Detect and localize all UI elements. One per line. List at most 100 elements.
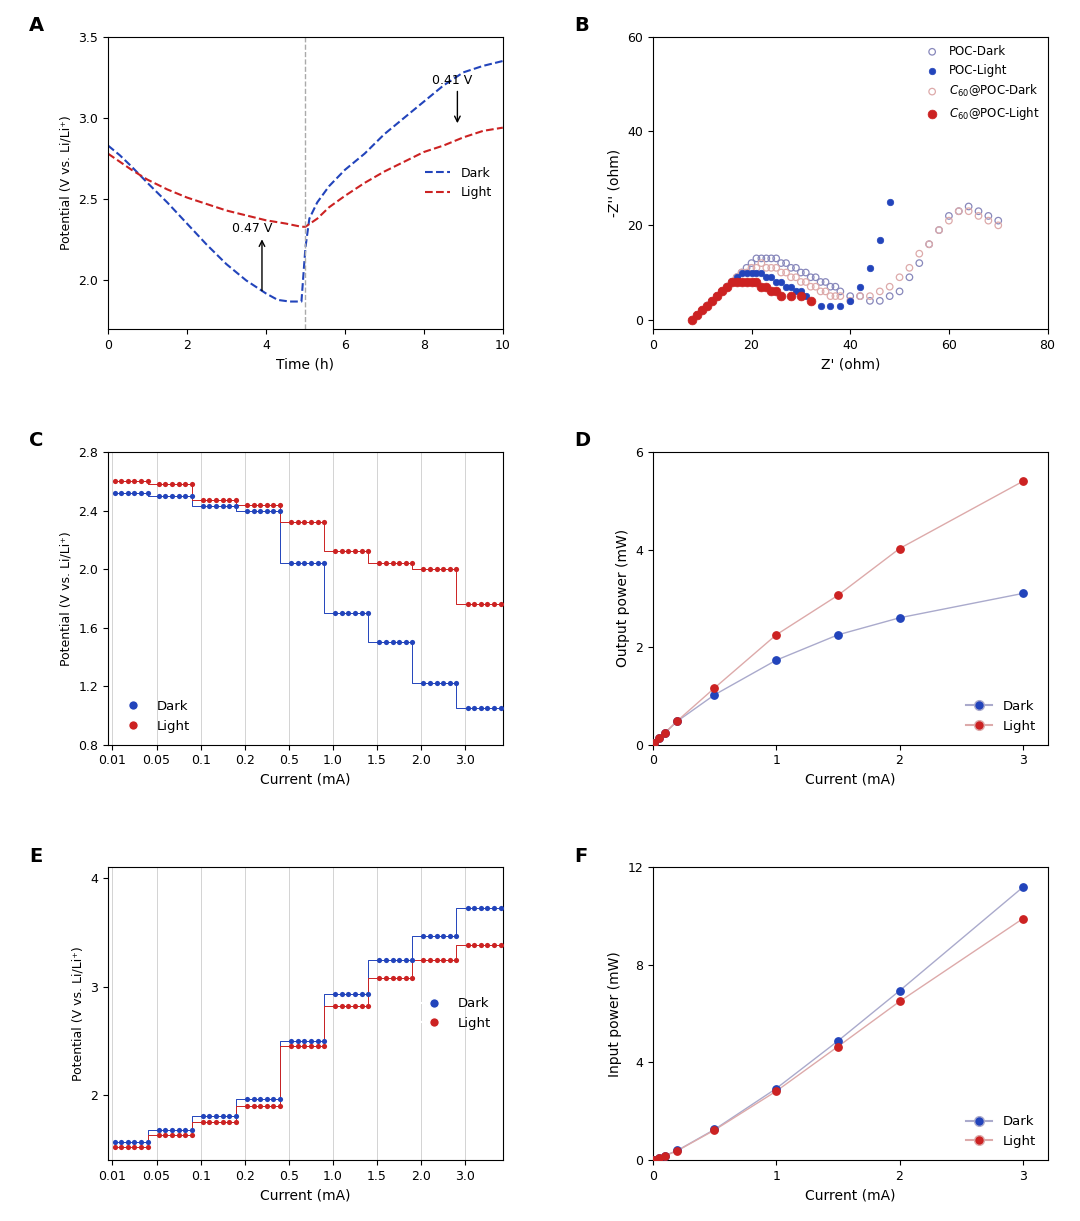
Point — [377, 632, 394, 652]
Point — [302, 513, 320, 532]
POC-Dark — [822, 277, 839, 297]
Point — [258, 495, 275, 514]
$C_{60}$@POC-Dark — [743, 258, 760, 277]
Point — [472, 897, 489, 917]
Point — [421, 559, 438, 579]
Dark — [200, 237, 213, 252]
Dark — [283, 294, 296, 309]
Point — [239, 1089, 256, 1109]
$C_{60}$@POC-Dark — [862, 287, 879, 306]
Point — [434, 559, 451, 579]
Point — [220, 491, 238, 510]
POC-Dark — [941, 206, 958, 226]
Light — [102, 147, 114, 161]
Point — [650, 729, 667, 748]
Point — [657, 723, 674, 742]
Point — [176, 486, 193, 505]
POC-Dark — [812, 272, 829, 292]
X-axis label: Current (mA): Current (mA) — [805, 1188, 895, 1203]
POC-Light — [797, 287, 814, 306]
POC-Dark — [778, 253, 795, 272]
Dark — [457, 65, 470, 79]
Dark — [259, 286, 272, 300]
Point — [448, 950, 465, 969]
Legend: Dark, Light: Dark, Light — [960, 695, 1041, 737]
$C_{60}$@POC-Dark — [841, 291, 859, 310]
Point — [214, 497, 231, 516]
Point — [383, 968, 401, 988]
Legend: Dark, Light: Dark, Light — [114, 695, 195, 737]
Point — [891, 991, 908, 1011]
$C_{60}$@POC-Dark — [901, 258, 918, 277]
Point — [119, 471, 136, 491]
$C_{60}$@POC-Dark — [693, 300, 711, 320]
$C_{60}$@POC-Light — [758, 277, 775, 297]
Point — [340, 603, 357, 623]
Y-axis label: Potential (V vs. Li/Li⁺): Potential (V vs. Li/Li⁺) — [72, 946, 85, 1081]
$C_{60}$@POC-Dark — [960, 201, 977, 221]
Light — [125, 162, 138, 177]
Point — [227, 1112, 244, 1132]
$C_{60}$@POC-Dark — [733, 263, 751, 282]
Point — [391, 553, 408, 573]
Point — [282, 1037, 299, 1056]
POC-Dark — [699, 295, 716, 315]
Point — [176, 475, 193, 495]
Point — [347, 984, 364, 1004]
Point — [404, 553, 421, 573]
Point — [157, 475, 174, 495]
Dark — [271, 293, 284, 308]
$C_{60}$@POC-Dark — [728, 267, 745, 287]
Dark — [180, 216, 193, 231]
X-axis label: Time (h): Time (h) — [276, 358, 335, 371]
Point — [139, 1137, 157, 1156]
Point — [133, 484, 150, 503]
Light — [378, 164, 391, 178]
Point — [309, 553, 326, 573]
$C_{60}$@POC-Light — [782, 287, 799, 306]
POC-Dark — [950, 201, 968, 221]
Point — [315, 513, 333, 532]
POC-Light — [747, 263, 765, 282]
Point — [265, 1089, 282, 1109]
Line: Light: Light — [108, 128, 503, 227]
Point — [650, 1148, 667, 1167]
Point — [370, 632, 388, 652]
Text: 0.41 V: 0.41 V — [432, 73, 472, 87]
Point — [442, 559, 459, 579]
Light — [180, 190, 193, 205]
Point — [442, 950, 459, 969]
Point — [478, 897, 496, 917]
Point — [1014, 908, 1031, 928]
Point — [377, 553, 394, 573]
POC-Dark — [827, 277, 845, 297]
Y-axis label: Output power (mW): Output power (mW) — [616, 529, 630, 668]
POC-Light — [703, 291, 720, 310]
Point — [646, 734, 663, 753]
Point — [245, 501, 262, 520]
Point — [126, 1137, 144, 1156]
POC-Dark — [772, 253, 789, 272]
Dark — [113, 148, 126, 162]
Point — [891, 608, 908, 628]
POC-Dark — [901, 267, 918, 287]
$C_{60}$@POC-Dark — [747, 258, 765, 277]
POC-Dark — [738, 258, 755, 277]
POC-Dark — [797, 263, 814, 282]
$C_{60}$@POC-Light — [772, 287, 789, 306]
Point — [289, 1037, 307, 1056]
$C_{60}$@POC-Dark — [802, 277, 820, 297]
Point — [150, 1126, 167, 1145]
Point — [170, 1126, 187, 1145]
POC-Dark — [753, 249, 770, 269]
$C_{60}$@POC-Light — [747, 272, 765, 292]
$C_{60}$@POC-Dark — [941, 211, 958, 231]
$C_{60}$@POC-Dark — [881, 277, 899, 297]
Light — [141, 172, 154, 187]
Point — [214, 1112, 231, 1132]
Point — [333, 996, 350, 1016]
Point — [112, 1132, 130, 1151]
Light — [200, 197, 213, 211]
Point — [326, 603, 343, 623]
POC-Light — [718, 277, 735, 297]
